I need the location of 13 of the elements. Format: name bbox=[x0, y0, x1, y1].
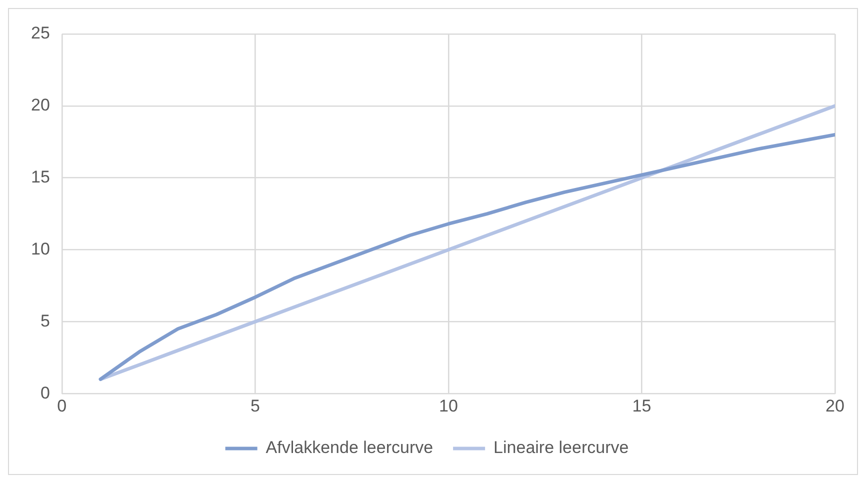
x-tick-label: 0 bbox=[57, 396, 67, 416]
x-tick-label: 20 bbox=[826, 396, 844, 416]
legend-label: Lineaire leercurve bbox=[494, 438, 629, 458]
legend-label: Afvlakkende leercurve bbox=[266, 438, 434, 458]
x-tick-label: 15 bbox=[632, 396, 652, 416]
x-tick-label: 10 bbox=[438, 396, 458, 416]
y-tick-label: 25 bbox=[30, 24, 50, 43]
y-tick-label: 0 bbox=[40, 383, 50, 402]
y-tick-label: 20 bbox=[30, 96, 50, 115]
x-tick-label: 5 bbox=[250, 396, 260, 416]
y-tick-label: 15 bbox=[30, 168, 50, 187]
y-tick-label: 5 bbox=[40, 311, 50, 330]
y-tick-label: 10 bbox=[30, 239, 50, 258]
